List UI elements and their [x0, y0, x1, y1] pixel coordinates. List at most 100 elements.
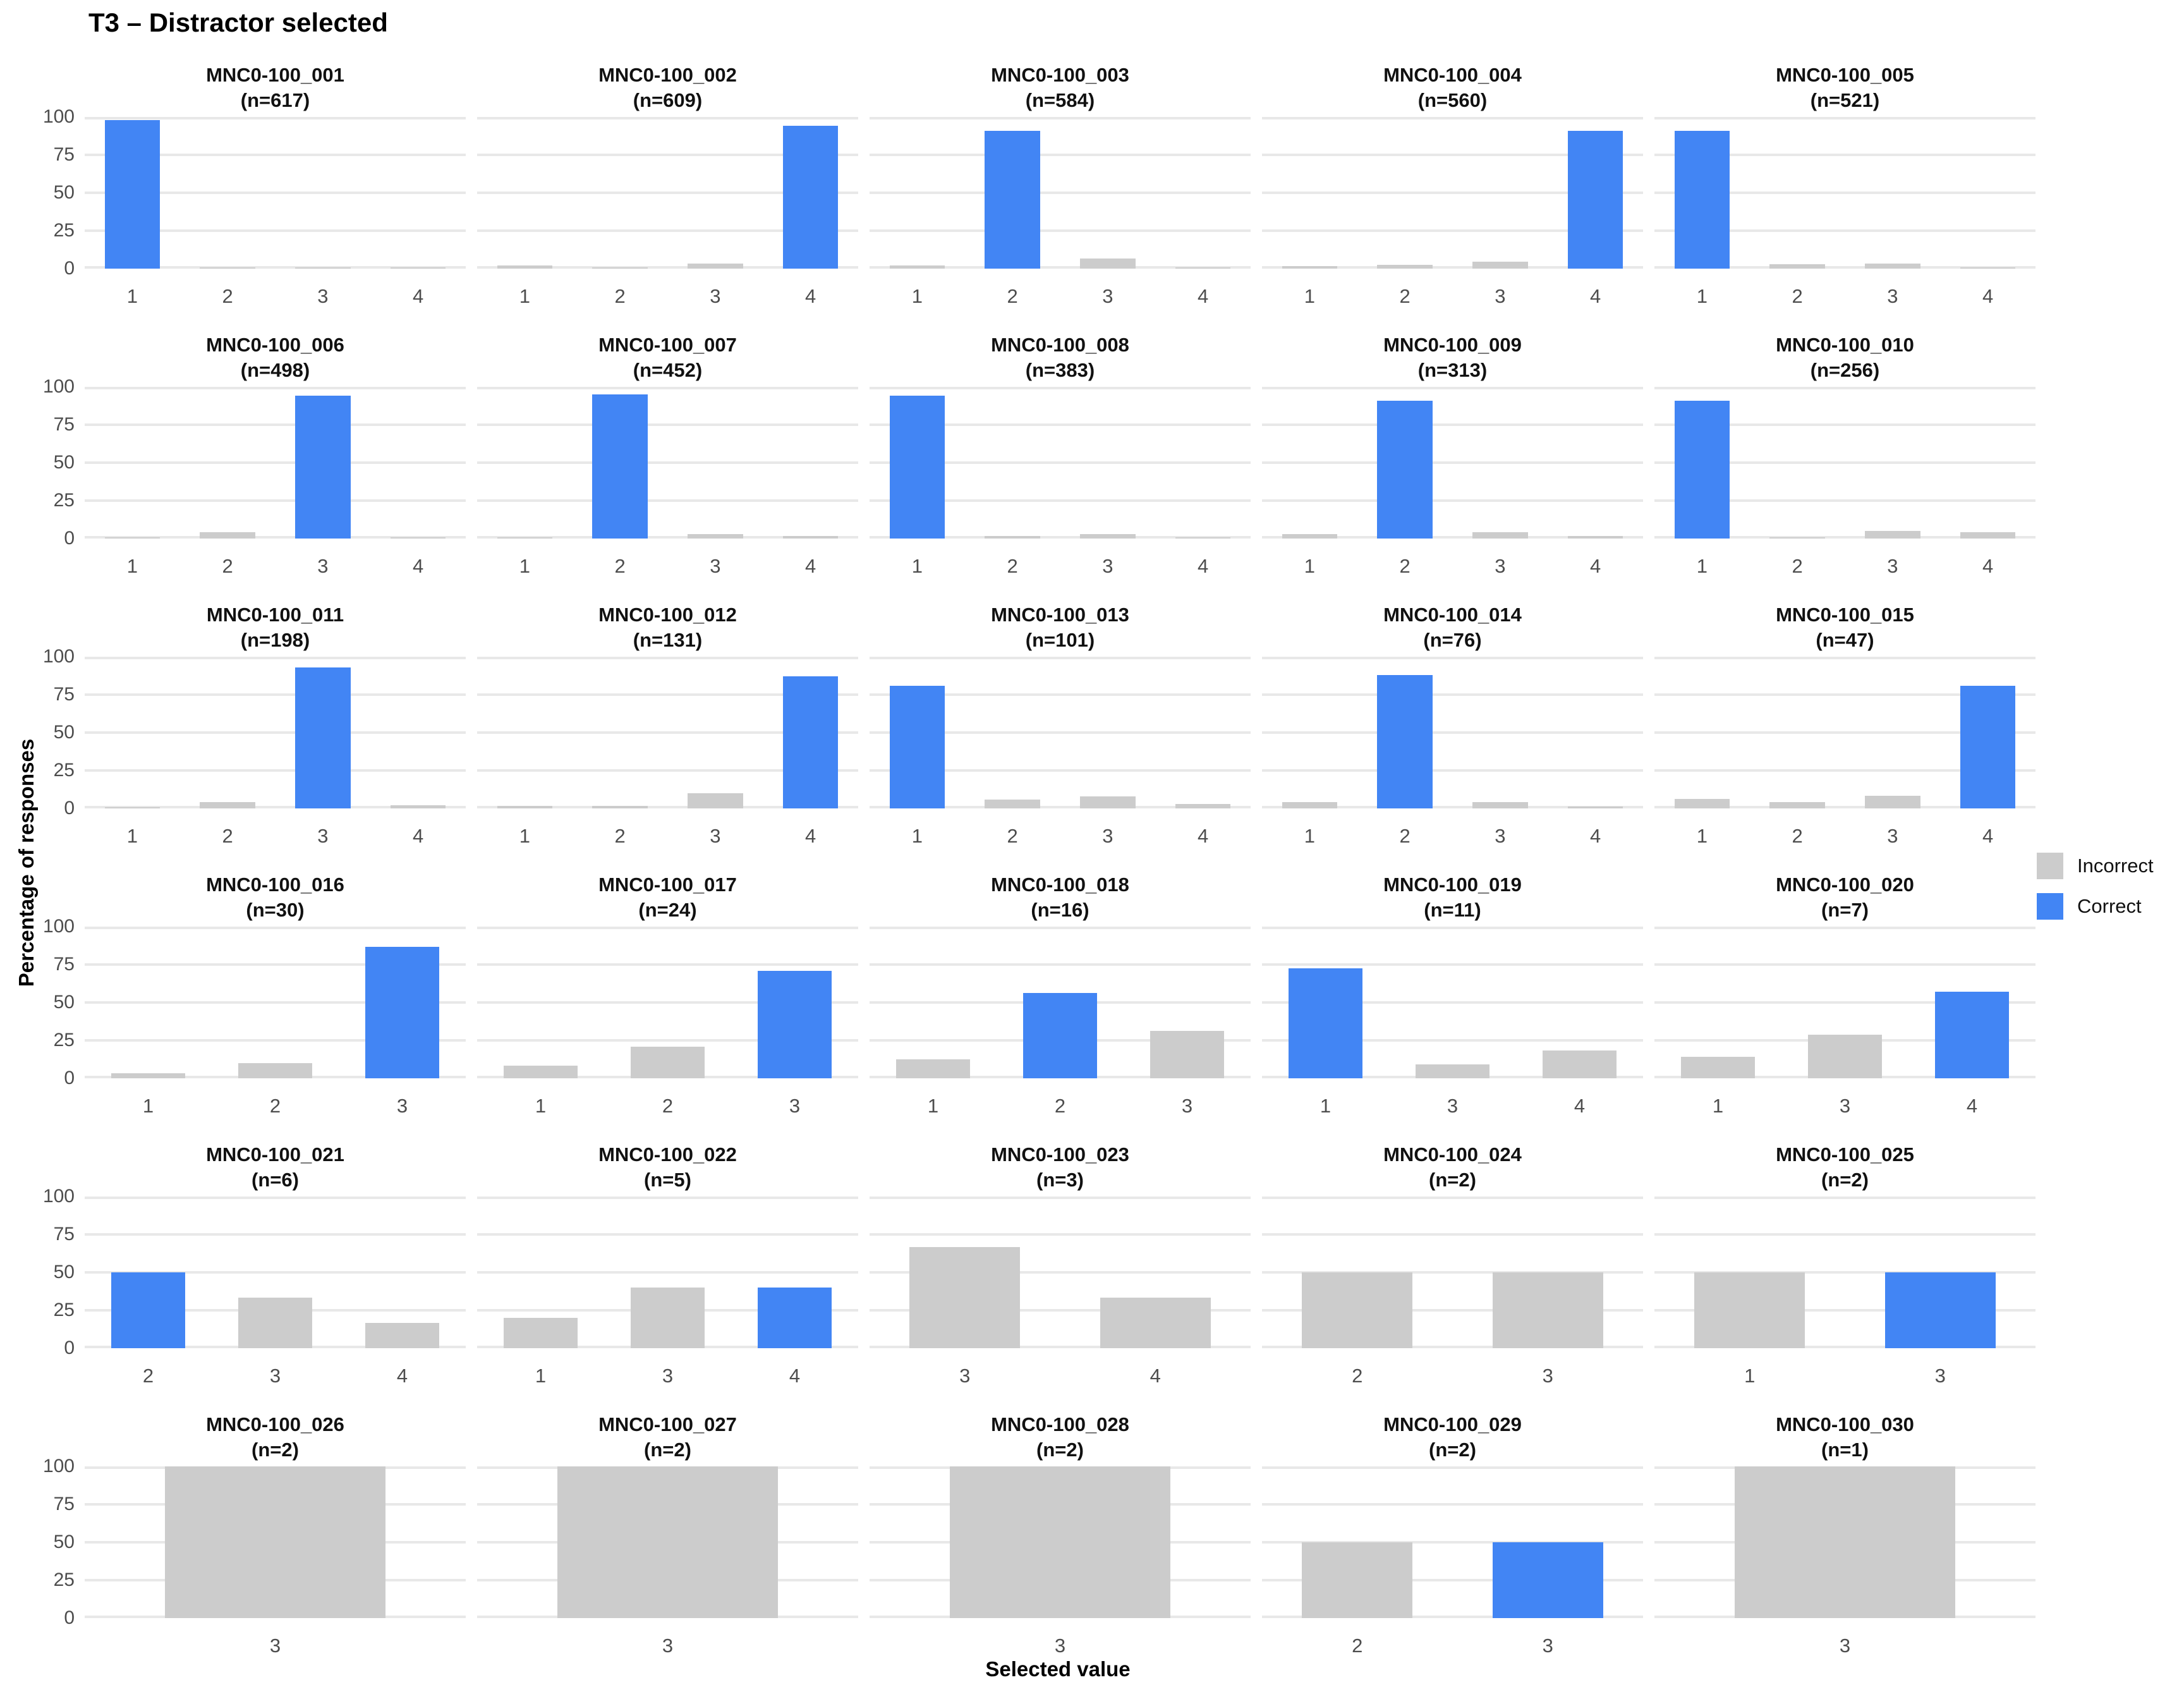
gridline — [1262, 1309, 1643, 1312]
x-tick-label: 4 — [1982, 555, 1994, 577]
facet-title-n: (n=498) — [240, 359, 310, 381]
facet-panel: MNC0-100_013 (n=101) 1 2 3 4 — [870, 594, 1251, 862]
facet-title-name: MNC0-100_019 — [1383, 874, 1522, 896]
gridline — [477, 1233, 858, 1236]
bar-slot — [1654, 799, 1750, 808]
x-tick-label: 2 — [1007, 285, 1018, 307]
gridline — [1654, 192, 2035, 194]
gridline — [1262, 461, 1643, 464]
gridline — [870, 806, 1251, 808]
gridline — [1654, 117, 2035, 119]
facet-panel: MNC0-100_016 (n=30) 1 2 3 — [85, 863, 466, 1132]
bar-slot — [1781, 1035, 1908, 1078]
gridline — [870, 1233, 1251, 1236]
gridline — [1262, 229, 1643, 232]
bars-layer — [477, 1466, 858, 1618]
gridline — [870, 192, 1251, 194]
x-tick-label: 4 — [1198, 285, 1209, 307]
gridline — [85, 229, 466, 232]
gridline — [1262, 657, 1643, 659]
gridline — [85, 536, 466, 539]
bar-slot — [1654, 1466, 2035, 1618]
x-tick-label: 1 — [142, 1095, 154, 1117]
bar-slot — [180, 267, 276, 269]
y-axis-tick-labels: 100 75 50 25 0 — [0, 594, 85, 862]
x-tick-labels: 1 2 3 — [477, 1078, 858, 1132]
bar-incorrect — [1175, 267, 1231, 269]
bar-incorrect — [631, 1047, 705, 1078]
bar-incorrect — [1175, 537, 1231, 539]
x-tick-label: 3 — [1054, 1635, 1066, 1657]
facet-title-n: (n=24) — [638, 899, 697, 921]
bar-slot — [477, 806, 573, 808]
x-tick-label: 2 — [1007, 555, 1018, 577]
bar-slot — [573, 394, 668, 539]
bar-slot — [573, 267, 668, 269]
facet-title-name: MNC0-100_016 — [206, 874, 344, 896]
facet-plot — [1262, 657, 1643, 808]
gridline — [870, 499, 1251, 502]
gridline — [1654, 963, 2035, 966]
facet-title-n: (n=131) — [633, 629, 703, 651]
bar-incorrect — [688, 793, 743, 808]
x-tick-label: 4 — [1198, 555, 1209, 577]
bar-incorrect — [1734, 1466, 1956, 1618]
bar-correct — [1674, 131, 1730, 269]
gridline — [85, 192, 466, 194]
x-tick-label: 3 — [1495, 285, 1506, 307]
y-tick-label: 0 — [64, 1337, 75, 1358]
bar-correct — [889, 396, 945, 539]
facet-row: 100 75 50 25 0 MNC0-100_006 (n=498) 1 2 3 4 MNC0-10… — [0, 324, 2047, 592]
x-tick-label: 1 — [126, 555, 138, 577]
gridline — [1654, 154, 2035, 156]
facet-title-n: (n=101) — [1025, 629, 1095, 651]
x-tick-label: 1 — [1696, 825, 1708, 847]
bars-layer — [1262, 387, 1643, 539]
gridline — [477, 154, 858, 156]
y-axis-tick-labels: 100 75 50 25 0 — [0, 54, 85, 322]
bar-incorrect — [497, 265, 553, 269]
bar-slot — [180, 532, 276, 539]
x-tick-label: 1 — [535, 1365, 547, 1387]
gridline — [1262, 423, 1643, 426]
bar-incorrect — [1681, 1057, 1755, 1078]
gridline — [870, 927, 1251, 929]
bar-slot — [1262, 802, 1357, 808]
x-tick-label: 2 — [1399, 555, 1410, 577]
bar-slot — [1262, 1542, 1453, 1618]
facet-title-name: MNC0-100_029 — [1383, 1413, 1522, 1435]
facet-panel: MNC0-100_018 (n=16) 1 2 3 — [870, 863, 1251, 1132]
bar-slot — [1845, 796, 1941, 808]
x-tick-label: 3 — [959, 1365, 971, 1387]
x-tick-labels: 3 — [870, 1618, 1251, 1672]
gridline — [85, 117, 466, 119]
x-tick-label: 3 — [1495, 555, 1506, 577]
gridline — [85, 1197, 466, 1199]
facet-plot — [85, 387, 466, 539]
facet-title-name: MNC0-100_005 — [1776, 64, 1914, 86]
facet-panel: MNC0-100_002 (n=609) 1 2 3 4 — [477, 54, 858, 322]
x-tick-label: 4 — [1150, 1365, 1161, 1387]
gridline — [870, 769, 1251, 772]
facet-title: MNC0-100_021 (n=6) — [85, 1133, 466, 1197]
bar-correct — [1289, 968, 1362, 1078]
facet-panel: MNC0-100_023 (n=3) 3 4 — [870, 1133, 1251, 1402]
gridline — [85, 1039, 466, 1042]
facet-panel: MNC0-100_015 (n=47) 1 2 3 4 — [1654, 594, 2035, 862]
bar-slot — [870, 1247, 1060, 1348]
x-tick-label: 4 — [1590, 825, 1601, 847]
bar-slot — [870, 265, 965, 269]
facet-title-n: (n=47) — [1816, 629, 1874, 651]
facet-title: MNC0-100_026 (n=2) — [85, 1403, 466, 1466]
x-tick-labels: 1 2 3 4 — [477, 539, 858, 592]
gridline — [1654, 1001, 2035, 1004]
facet-title: MNC0-100_010 (n=256) — [1654, 324, 2035, 387]
x-tick-label: 4 — [413, 825, 424, 847]
facet-panel: MNC0-100_010 (n=256) 1 2 3 4 — [1654, 324, 2035, 592]
bar-correct — [1023, 993, 1097, 1078]
gridline — [870, 693, 1251, 696]
bar-slot — [1155, 804, 1251, 808]
x-tick-label: 2 — [1792, 555, 1803, 577]
gridline — [85, 266, 466, 269]
bar-slot — [1124, 1031, 1251, 1078]
